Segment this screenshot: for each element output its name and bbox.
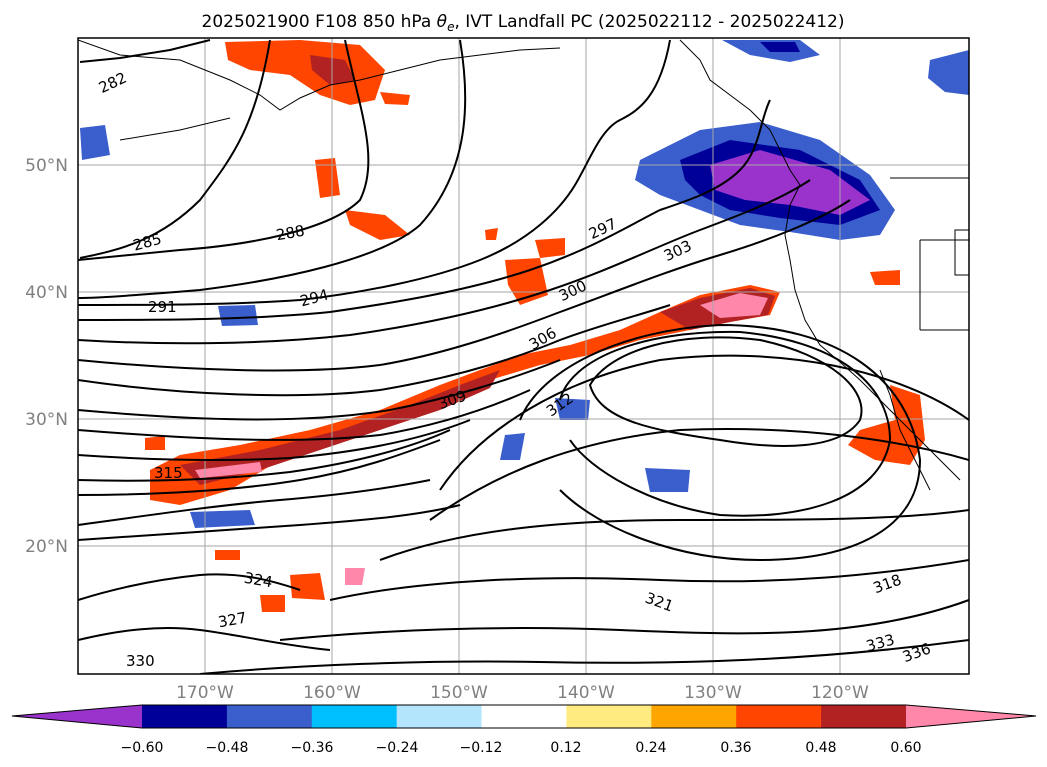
lon-label-140w: 140°W (557, 683, 615, 703)
cbar-tick-n048: −0.48 (206, 740, 249, 756)
colorbar-segment-9 (821, 705, 907, 728)
map-frame (77, 37, 970, 675)
contour-label-327: 327 (217, 609, 248, 632)
cbar-tick-p048: 0.48 (805, 740, 836, 756)
colorbar-segments (12, 705, 1036, 728)
lon-labels: 170°W 160°W 150°W 140°W 130°W 120°W (176, 683, 869, 703)
colorbar-segment-3 (311, 705, 398, 728)
cbar-tick-p012: 0.12 (550, 740, 581, 756)
colorbar-outline (11, 704, 1037, 729)
cbar-tick-n060: −0.60 (121, 740, 164, 756)
figure-title: 2025021900 F108 850 hPa θe, IVT Landfall… (202, 12, 845, 34)
contour-label-291: 291 (148, 298, 177, 316)
lon-label-120w: 120°W (811, 683, 869, 703)
colorbar-segment-5 (481, 705, 567, 728)
lat-labels: 50°N 40°N 30°N 20°N (25, 156, 68, 557)
cbar-tick-p024: 0.24 (635, 740, 666, 756)
colorbar-segment-10 (906, 705, 1036, 728)
contour-label-288: 288 (275, 222, 306, 245)
colorbar: −0.60 −0.48 −0.36 −0.24 −0.12 0.12 0.24 … (11, 704, 1037, 756)
ivt-shading (80, 40, 969, 612)
lon-label-160w: 160°W (303, 683, 361, 703)
colorbar-segment-7 (651, 705, 737, 728)
lat-label-20n: 20°N (25, 537, 68, 557)
lon-label-150w: 150°W (430, 683, 488, 703)
coastlines (78, 39, 969, 491)
lon-label-170w: 170°W (176, 683, 234, 703)
colorbar-segment-0 (12, 705, 142, 728)
contour-label-324: 324 (243, 569, 274, 592)
colorbar-segment-1 (142, 705, 228, 728)
contour-label-315: 315 (154, 464, 183, 482)
lat-label-40n: 40°N (25, 283, 68, 303)
cbar-tick-p036: 0.36 (720, 740, 751, 756)
colorbar-segment-4 (396, 705, 483, 728)
map-panel: 282 285 288 291 294 297 300 303 306 309 … (78, 38, 969, 674)
colorbar-segment-6 (566, 705, 652, 728)
lat-label-50n: 50°N (25, 156, 68, 176)
colorbar-ticks: −0.60 −0.48 −0.36 −0.24 −0.12 0.12 0.24 … (121, 740, 922, 756)
theta-e-contours (78, 39, 969, 674)
contour-label-330: 330 (126, 652, 155, 670)
colorbar-segment-8 (736, 705, 822, 728)
cbar-tick-n036: −0.36 (291, 740, 334, 756)
lon-label-130w: 130°W (684, 683, 742, 703)
cbar-tick-n012: −0.12 (460, 740, 503, 756)
shade-alaska (225, 40, 385, 105)
cbar-tick-n024: −0.24 (376, 740, 419, 756)
colorbar-segment-2 (226, 705, 313, 728)
cbar-tick-p060: 0.60 (890, 740, 921, 756)
lat-label-30n: 30°N (25, 410, 68, 430)
